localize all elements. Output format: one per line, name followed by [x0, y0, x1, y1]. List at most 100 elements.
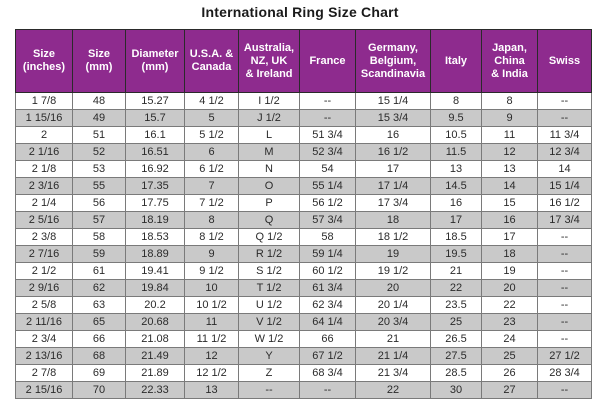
table-row: 2 1/4 56 17.75 7 1/2 P 56 1/2 17 3/4 16 15 16 1/2	[15, 194, 592, 212]
table-cell: 8 1/2	[184, 228, 239, 246]
table-cell: 17 3/4	[537, 211, 592, 229]
table-cell: 17.35	[125, 177, 185, 195]
table-cell: 12	[481, 143, 538, 161]
table-cell: --	[299, 381, 356, 399]
table-cell: --	[299, 109, 356, 127]
table-cell: 17 3/4	[355, 194, 431, 212]
table-cell: 2 3/8	[15, 228, 73, 246]
table-cell: 55	[72, 177, 126, 195]
table-cell: --	[537, 109, 592, 127]
table-cell: 48	[72, 92, 126, 110]
table-cell: 18	[481, 245, 538, 263]
table-cell: 16	[430, 194, 482, 212]
table-cell: 59 1/4	[299, 245, 356, 263]
table-cell: 16 1/2	[355, 143, 431, 161]
table-cell: 1 15/16	[15, 109, 73, 127]
table-cell: 18	[355, 211, 431, 229]
table-cell: 54	[299, 160, 356, 178]
table-cell: 12 3/4	[537, 143, 592, 161]
table-cell: 27.5	[430, 347, 482, 365]
table-cell: 7	[184, 177, 239, 195]
table-cell: Q	[238, 211, 300, 229]
table-cell: 11 1/2	[184, 330, 239, 348]
table-cell: 8	[430, 92, 482, 110]
table-cell: 28.5	[430, 364, 482, 382]
table-cell: 51 3/4	[299, 126, 356, 144]
table-cell: --	[537, 92, 592, 110]
table-cell: 58	[72, 228, 126, 246]
table-cell: J 1/2	[238, 109, 300, 127]
table-cell: 51	[72, 126, 126, 144]
table-cell: 19	[355, 245, 431, 263]
table-cell: 2 3/4	[15, 330, 73, 348]
table-cell: 18 1/2	[355, 228, 431, 246]
table-cell: 2 1/2	[15, 262, 73, 280]
table-cell: 15 1/4	[537, 177, 592, 195]
table-cell: 59	[72, 245, 126, 263]
table-row: 2 9/16 62 19.84 10 T 1/2 61 3/4 20 22 20 --	[15, 279, 592, 297]
table-cell: U 1/2	[238, 296, 300, 314]
table-cell: P	[238, 194, 300, 212]
table-cell: 21	[430, 262, 482, 280]
table-cell: 9	[184, 245, 239, 263]
table-row: 2 13/16 68 21.49 12 Y 67 1/2 21 1/4 27.5 25 27 1/…	[15, 347, 592, 365]
header-cell: Italy	[430, 29, 482, 93]
table-cell: 49	[72, 109, 126, 127]
table-cell: 23.5	[430, 296, 482, 314]
table-cell: 17	[355, 160, 431, 178]
table-cell: 5	[184, 109, 239, 127]
table-cell: 9	[481, 109, 538, 127]
header-cell: Germany, Belgium, Scandinavia	[355, 29, 431, 93]
table-cell: 17.75	[125, 194, 185, 212]
table-cell: --	[537, 313, 592, 331]
table-cell: 58	[299, 228, 356, 246]
table-cell: T 1/2	[238, 279, 300, 297]
table-cell: 27 1/2	[537, 347, 592, 365]
table-cell: 52 3/4	[299, 143, 356, 161]
table-cell: 14	[481, 177, 538, 195]
table-cell: S 1/2	[238, 262, 300, 280]
table-cell: 17	[481, 228, 538, 246]
table-cell: 56	[72, 194, 126, 212]
table-cell: 66	[72, 330, 126, 348]
table-cell: 25	[481, 347, 538, 365]
table-row: 1 7/8 48 15.27 4 1/2 I 1/2 -- 15 1/4 8 8 --	[15, 92, 592, 110]
table-cell: Z	[238, 364, 300, 382]
table-cell: 12 1/2	[184, 364, 239, 382]
table-cell: 18.19	[125, 211, 185, 229]
table-cell: 64 1/4	[299, 313, 356, 331]
table-cell: 9.5	[430, 109, 482, 127]
table-cell: 24	[481, 330, 538, 348]
table-cell: 22.33	[125, 381, 185, 399]
header-cell: Size (inches)	[15, 29, 73, 93]
table-cell: 62	[72, 279, 126, 297]
table-cell: 20 3/4	[355, 313, 431, 331]
table-cell: 15	[481, 194, 538, 212]
table-row: 2 7/8 69 21.89 12 1/2 Z 68 3/4 21 3/4 28.5 26 28 …	[15, 364, 592, 382]
page-title: International Ring Size Chart	[201, 4, 399, 20]
table-row: 2 3/8 58 18.53 8 1/2 Q 1/2 58 18 1/2 18.5 17 --	[15, 228, 592, 246]
table-cell: 55 1/4	[299, 177, 356, 195]
table-cell: Q 1/2	[238, 228, 300, 246]
table-cell: 19.5	[430, 245, 482, 263]
table-cell: 61	[72, 262, 126, 280]
table-cell: --	[537, 245, 592, 263]
table-row: 2 3/16 55 17.35 7 O 55 1/4 17 1/4 14.5 14 15 1/4	[15, 177, 592, 195]
table-cell: 2 3/16	[15, 177, 73, 195]
table-cell: 2 1/16	[15, 143, 73, 161]
table-cell: --	[537, 330, 592, 348]
table-cell: 68 3/4	[299, 364, 356, 382]
table-cell: 12	[184, 347, 239, 365]
table-cell: 15.7	[125, 109, 185, 127]
table-cell: 19.84	[125, 279, 185, 297]
table-cell: O	[238, 177, 300, 195]
table-row: 2 7/16 59 18.89 9 R 1/2 59 1/4 19 19.5 18 --	[15, 245, 592, 263]
table-cell: 2 1/4	[15, 194, 73, 212]
table-cell: 4 1/2	[184, 92, 239, 110]
table-cell: 19.41	[125, 262, 185, 280]
table-cell: 8	[481, 92, 538, 110]
table-cell: 21 3/4	[355, 364, 431, 382]
table-cell: 60 1/2	[299, 262, 356, 280]
table-cell: R 1/2	[238, 245, 300, 263]
table-cell: 16.51	[125, 143, 185, 161]
